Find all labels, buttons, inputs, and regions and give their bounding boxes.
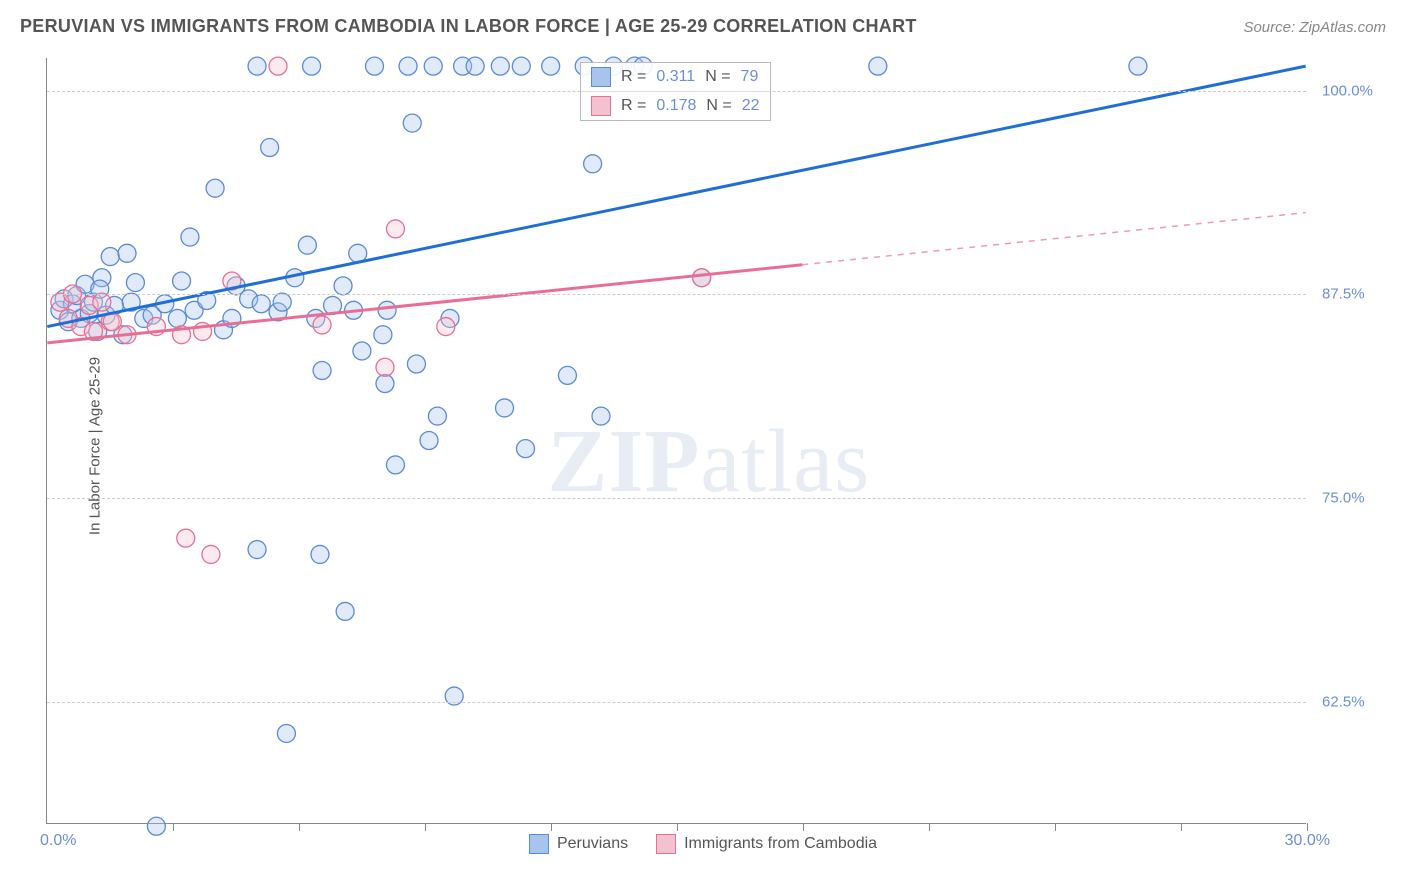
swatch-cambodia — [591, 96, 611, 116]
stat-r-value: 0.178 — [656, 97, 696, 115]
stat-n-label: N = — [706, 97, 731, 115]
legend-item-cambodia: Immigrants from Cambodia — [656, 834, 877, 854]
stat-n-label: N = — [705, 68, 730, 86]
y-tick-label: 87.5% — [1322, 286, 1392, 303]
y-tick-label: 75.0% — [1322, 490, 1392, 507]
legend-label: Peruvians — [557, 835, 628, 853]
stat-r-label: R = — [621, 68, 646, 86]
stat-r-label: R = — [621, 97, 646, 115]
source-label: Source: ZipAtlas.com — [1243, 19, 1386, 36]
y-tick-label: 100.0% — [1322, 82, 1392, 99]
chart-svg — [47, 58, 1306, 823]
swatch-peruvians — [591, 67, 611, 87]
stat-r-value: 0.311 — [656, 68, 695, 86]
series-legend: Peruvians Immigrants from Cambodia — [0, 834, 1406, 854]
legend-swatch-peruvians — [529, 834, 549, 854]
y-tick-label: 62.5% — [1322, 693, 1392, 710]
chart-title: PERUVIAN VS IMMIGRANTS FROM CAMBODIA IN … — [20, 16, 917, 37]
legend-swatch-cambodia — [656, 834, 676, 854]
stat-n-value: 79 — [741, 68, 759, 86]
stat-n-value: 22 — [742, 97, 760, 115]
legend-item-peruvians: Peruvians — [529, 834, 628, 854]
chart-plot-area: ZIPatlas 62.5%75.0%87.5%100.0% — [46, 58, 1306, 824]
correlation-row-peruvians: R = 0.311 N = 79 — [581, 63, 770, 91]
title-row: PERUVIAN VS IMMIGRANTS FROM CAMBODIA IN … — [20, 16, 1386, 37]
correlation-legend: R = 0.311 N = 79 R = 0.178 N = 22 — [580, 62, 771, 121]
correlation-row-cambodia: R = 0.178 N = 22 — [581, 91, 770, 120]
legend-label: Immigrants from Cambodia — [684, 835, 877, 853]
